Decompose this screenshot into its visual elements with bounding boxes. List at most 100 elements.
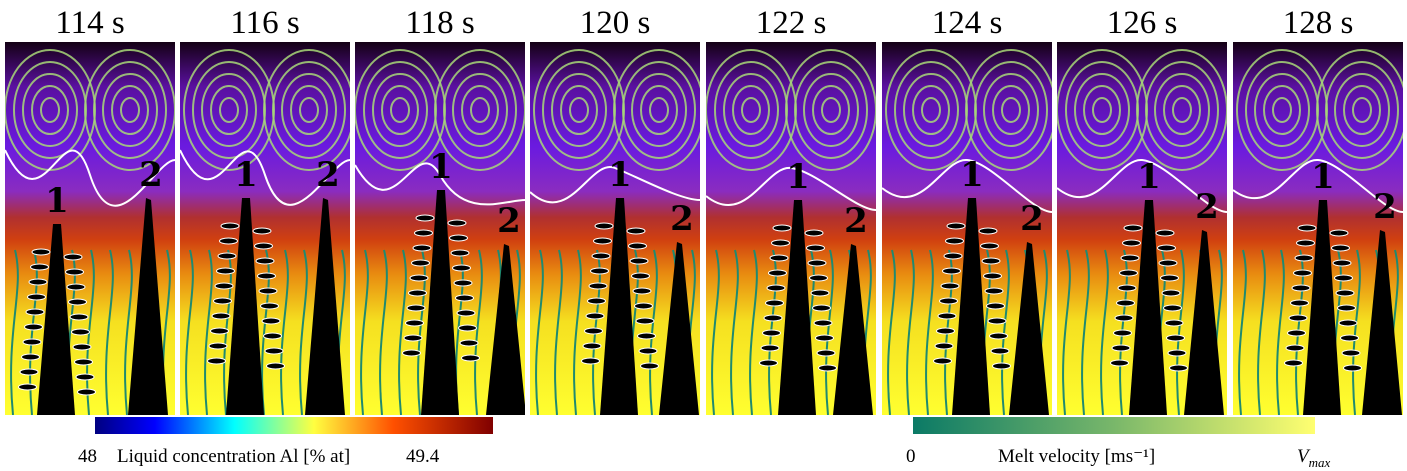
dendrite-label: 2: [316, 155, 340, 195]
dendrite-label: 1: [960, 155, 984, 195]
dendrite-arm: [1123, 240, 1141, 246]
dendrite-arm: [805, 230, 823, 236]
colorbar-min: 0: [906, 446, 916, 467]
panel-body: 12: [1233, 42, 1407, 415]
dendrite-arm: [641, 363, 659, 369]
dendrite-arm: [76, 374, 94, 380]
dendrite-arm: [406, 320, 424, 326]
dendrite-arm: [1339, 320, 1357, 326]
dendrite-arm: [772, 240, 790, 246]
dendrite-arm: [808, 260, 826, 266]
dendrite-arm: [409, 290, 427, 296]
time-label: 122 s: [756, 5, 827, 41]
dendrite-arm: [763, 330, 781, 336]
panel-body: 12: [530, 42, 704, 415]
dendrite-arm: [767, 285, 785, 291]
colorbar-label: Melt velocity [ms⁻¹]: [998, 446, 1155, 467]
dendrite-arm: [633, 288, 651, 294]
dendrite-arm: [26, 309, 44, 315]
dendrite-label: 2: [844, 201, 868, 241]
panel-body: 12: [1057, 42, 1227, 415]
dendrite-arm: [1117, 300, 1135, 306]
dendrite-arm: [1164, 305, 1182, 311]
dendrite-arm: [940, 298, 958, 304]
dendrite-arm: [810, 275, 828, 281]
panels: 12114 s12116 s12118 s12120 s12122 s12124…: [5, 5, 1407, 415]
dendrite-arm: [66, 269, 84, 275]
dendrite-arm: [460, 340, 478, 346]
dendrite-arm: [991, 348, 1009, 354]
dendrite-arm: [456, 295, 474, 301]
dendrite-arm: [770, 255, 788, 261]
dendrite-arm: [773, 225, 791, 231]
dendrite-label: 2: [1195, 187, 1219, 227]
dendrite-arm: [64, 254, 82, 260]
dendrite-arm: [218, 253, 236, 259]
dendrite-arm: [215, 283, 233, 289]
dendrite-arm: [629, 243, 647, 249]
dendrite-arm: [984, 273, 1002, 279]
panel: 12114 s: [5, 5, 175, 415]
dendrite-label: 2: [1020, 199, 1044, 239]
dendrite-arm: [32, 249, 50, 255]
dendrite-arm: [462, 355, 480, 361]
dendrite-arm: [403, 350, 421, 356]
dendrite-arm: [636, 318, 654, 324]
dendrite-arm: [253, 228, 271, 234]
dendrite-arm: [813, 305, 831, 311]
dendrite-arm: [1344, 365, 1362, 371]
dendrite-arm: [415, 230, 433, 236]
panel: 12118 s: [355, 5, 526, 415]
dendrite-arm: [1336, 290, 1354, 296]
dendrite-arm: [814, 320, 832, 326]
dendrite-arm: [760, 360, 778, 366]
colorbar-max: 49.4: [406, 446, 440, 467]
dendrite-arm: [256, 258, 274, 264]
dendrite-arm: [214, 298, 232, 304]
dendrite-arm: [413, 245, 431, 251]
time-label: 118 s: [405, 5, 474, 41]
dendrite-arm: [454, 280, 472, 286]
panel: 12 122 s: [706, 5, 876, 415]
dendrite-arm: [453, 265, 471, 271]
dendrite-arm: [258, 273, 276, 279]
dendrite-arm: [255, 243, 273, 249]
dendrite-arm: [1338, 305, 1356, 311]
dendrite-arm: [262, 318, 280, 324]
dendrite-arm: [221, 223, 239, 229]
dendrite-arm: [586, 313, 604, 319]
dendrite-arm: [583, 343, 601, 349]
dendrite-arm: [220, 238, 238, 244]
figure: 12114 s12116 s12118 s12120 s12122 s12124…: [0, 0, 1407, 471]
dendrite-arm: [630, 258, 648, 264]
dendrite-arm: [990, 333, 1008, 339]
dendrite-arm: [588, 298, 606, 304]
panel: 12116 s: [180, 5, 354, 415]
dendrite-arm: [1333, 260, 1351, 266]
dendrite-arm: [69, 299, 87, 305]
dendrite-arm: [595, 223, 613, 229]
dendrite-label: 1: [786, 157, 810, 197]
dendrite-arm: [1124, 225, 1142, 231]
dendrite-arm: [582, 358, 600, 364]
dendrite-arm: [1335, 275, 1353, 281]
dendrite-arm: [982, 258, 1000, 264]
dendrite-arm: [934, 358, 952, 364]
dendrite-label: 2: [139, 155, 163, 195]
dendrite-arm: [20, 369, 38, 375]
dendrite-arm: [70, 314, 88, 320]
dendrite-arm: [459, 325, 477, 331]
dendrite-arm: [1288, 330, 1306, 336]
dendrite-arm: [993, 363, 1011, 369]
dendrite-arm: [1168, 350, 1186, 356]
dendrite-arm: [594, 238, 612, 244]
panel-body: 12: [355, 42, 526, 415]
dendrite-label: 1: [1137, 157, 1161, 197]
dendrite-arm: [1121, 255, 1139, 261]
dendrite-arm: [979, 228, 997, 234]
dendrite-arm: [1292, 285, 1310, 291]
dendrite-arm: [1111, 360, 1129, 366]
dendrite-arm: [819, 365, 837, 371]
dendrite-arm: [589, 283, 607, 289]
